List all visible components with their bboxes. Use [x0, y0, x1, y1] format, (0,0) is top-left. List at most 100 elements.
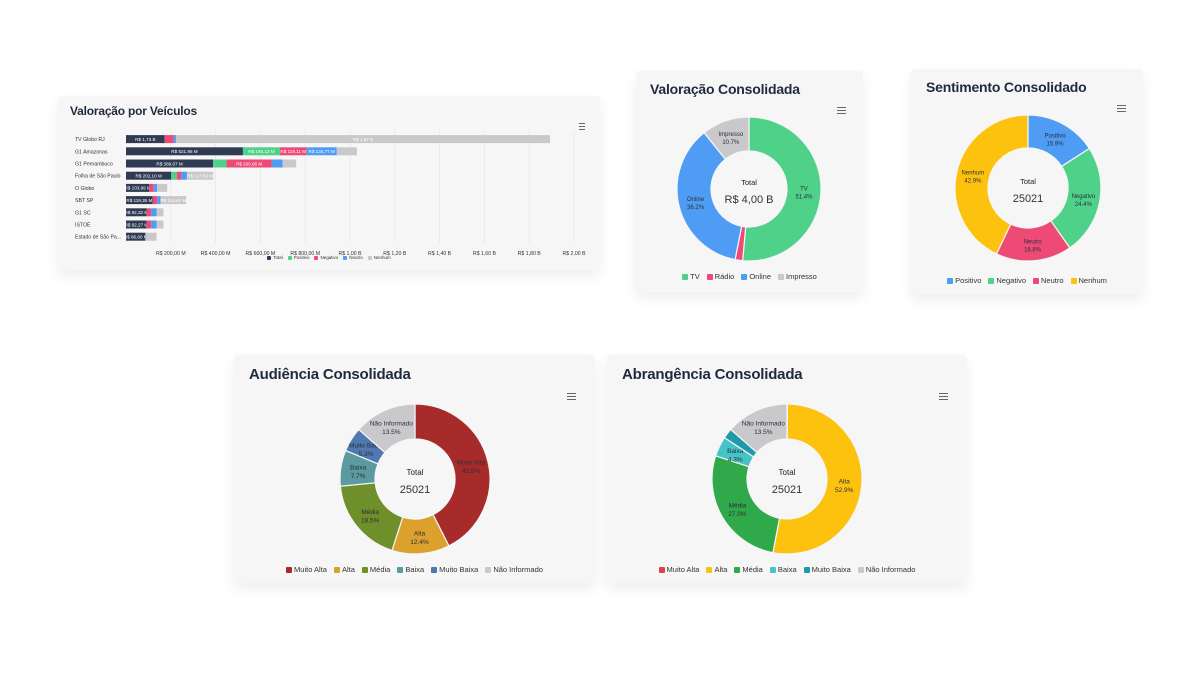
bar-total[interactable]	[126, 159, 214, 168]
slice-nenhum[interactable]	[954, 114, 1029, 255]
menu-icon[interactable]	[567, 393, 576, 400]
legend-label: Baixa	[777, 565, 797, 574]
legend-item-tv[interactable]: TV	[682, 272, 700, 281]
bar-neutro[interactable]	[181, 171, 187, 180]
x-tick-label: R$ 1,80 B	[518, 251, 542, 257]
menu-icon[interactable]	[1117, 105, 1126, 112]
category-label: ISTOÉ	[75, 222, 91, 229]
legend-label: Não Informado	[865, 565, 916, 574]
slice-name-label: Baixa	[727, 448, 744, 455]
bar-negativo[interactable]	[149, 183, 154, 192]
bar-neutro[interactable]	[173, 135, 176, 144]
legend-item-nenhum[interactable]: Nenhum	[1070, 276, 1107, 285]
legend-item-impresso[interactable]: Impresso	[778, 272, 817, 281]
bar-total[interactable]	[126, 171, 172, 180]
slice-media[interactable]	[711, 455, 781, 554]
legend-item-baixa[interactable]: Baixa	[397, 565, 424, 574]
slice-online[interactable]	[676, 131, 743, 261]
legend-item-neutro[interactable]: Neutro	[1033, 276, 1064, 285]
menu-icon[interactable]	[837, 107, 846, 114]
bar-positivo[interactable]	[213, 159, 227, 168]
slice-percent-label: 51.4%	[795, 194, 813, 200]
legend-item-muito-alta[interactable]: Muito Alta	[286, 565, 327, 574]
legend-item-nenhum[interactable]: Nenhum	[367, 255, 391, 260]
legend-item-positivo[interactable]: Positivo	[287, 255, 309, 260]
card-title: Valoração Consolidada	[650, 81, 800, 97]
legend-item-negativo[interactable]: Negativo	[314, 255, 338, 260]
bar-neutro[interactable]	[157, 196, 161, 205]
bar-positivo[interactable]	[171, 171, 177, 180]
bar-value-label: R$ 1,73 B	[135, 137, 155, 142]
legend-swatch	[769, 566, 776, 573]
bar-negativo[interactable]	[226, 159, 272, 168]
legend-item-media[interactable]: Média	[734, 565, 763, 574]
bar-total[interactable]	[126, 135, 165, 144]
bar-nenhum[interactable]	[282, 159, 297, 168]
card-title: Audiência Consolidada	[249, 366, 411, 383]
legend-label: Rádio	[714, 272, 735, 281]
bar-total[interactable]	[126, 232, 146, 241]
slice-tv[interactable]	[742, 116, 822, 262]
slice-nao-informado[interactable]	[729, 403, 788, 454]
bar-total[interactable]	[126, 196, 153, 205]
bar-neutro[interactable]	[151, 208, 157, 217]
bar-neutro[interactable]	[306, 147, 337, 156]
legend-item-total[interactable]: Total	[267, 255, 283, 260]
legend-swatch	[397, 566, 404, 573]
bar-total[interactable]	[126, 183, 150, 192]
legend-label: Baixa	[405, 565, 425, 574]
legend-item-muito-baixa[interactable]: Muito Baixa	[431, 565, 478, 574]
bar-total[interactable]	[126, 208, 147, 217]
chart-legend: Positivo Negativo Neutro Nenhum	[911, 276, 1143, 285]
legend-item-muito-baixa[interactable]: Muito Baixa	[803, 565, 851, 574]
legend-item-baixa[interactable]: Baixa	[769, 565, 797, 574]
legend-swatch	[287, 255, 292, 260]
legend-item-alta[interactable]: Alta	[333, 565, 355, 574]
legend-item-media[interactable]: Média	[361, 565, 391, 574]
slice-name-label: Alta	[839, 479, 851, 486]
bar-negativo[interactable]	[164, 135, 174, 144]
bar-total[interactable]	[126, 147, 243, 156]
bar-negativo[interactable]	[152, 196, 158, 205]
bar-nenhum[interactable]	[145, 232, 157, 241]
legend-label: Impresso	[786, 272, 817, 281]
bar-neutro[interactable]	[153, 183, 158, 192]
bar-nenhum[interactable]	[156, 220, 164, 229]
bar-nenhum[interactable]	[336, 147, 357, 156]
slice-alta[interactable]	[772, 403, 863, 555]
slice-muito-alta[interactable]	[414, 403, 491, 547]
bar-negativo[interactable]	[146, 208, 152, 217]
bar-total[interactable]	[126, 220, 147, 229]
bar-neutro[interactable]	[151, 220, 157, 229]
slice-name-label: Impresso	[719, 132, 744, 138]
slice-percent-label: 24.4%	[1075, 202, 1093, 208]
x-tick-label: R$ 800,00 M	[290, 251, 320, 257]
slice-impresso[interactable]	[703, 116, 750, 161]
menu-icon[interactable]	[579, 123, 585, 130]
legend-item-neutro[interactable]: Neutro	[343, 255, 363, 260]
bar-negativo[interactable]	[146, 220, 152, 229]
bar-neutro[interactable]	[271, 159, 283, 168]
legend-item-radio[interactable]: Rádio	[706, 272, 735, 281]
bar-nenhum[interactable]	[157, 183, 168, 192]
legend-item-positivo[interactable]: Positivo	[947, 276, 981, 285]
menu-icon[interactable]	[939, 393, 948, 400]
legend-item-nao-informado[interactable]: Não Informado	[485, 565, 543, 574]
bar-nenhum[interactable]	[156, 208, 164, 217]
legend-item-muito-alta[interactable]: Muito Alta	[658, 565, 699, 574]
legend-item-nao-informado[interactable]: Não Informado	[857, 565, 916, 574]
bar-positivo[interactable]	[242, 147, 280, 156]
slice-nao-informado[interactable]	[357, 403, 416, 454]
legend-item-online[interactable]: Online	[741, 272, 771, 281]
chart-legend: Muito Alta Alta Média Baixa Muito Baixa Não I…	[234, 565, 595, 574]
legend-item-negativo[interactable]: Negativo	[988, 276, 1026, 285]
bar-nenhum[interactable]	[160, 196, 187, 205]
legend-item-alta[interactable]: Alta	[706, 565, 727, 574]
legend-label: Média	[369, 565, 391, 574]
bar-negativo[interactable]	[176, 171, 182, 180]
bar-nenhum[interactable]	[186, 171, 214, 180]
bar-value-label: R$ 117,50 M	[187, 174, 213, 179]
center-label: Total	[779, 468, 796, 477]
bar-negativo[interactable]	[279, 147, 307, 156]
bar-nenhum[interactable]	[175, 135, 551, 144]
